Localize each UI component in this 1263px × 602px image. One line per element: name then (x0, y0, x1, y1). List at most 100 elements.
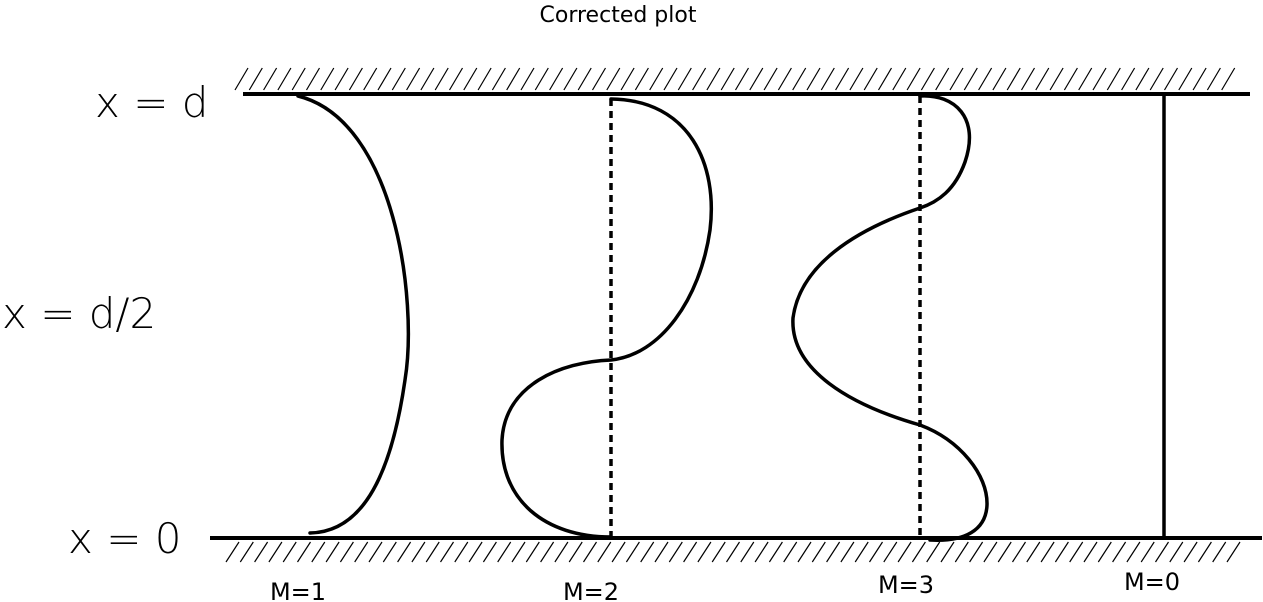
hatch-stroke (368, 541, 383, 563)
hatch-stroke (906, 67, 921, 91)
hatch-stroke (1054, 541, 1069, 563)
hatch-stroke (997, 541, 1012, 563)
top-wall-hatching (234, 67, 1236, 91)
hatch-stroke (463, 67, 478, 91)
hatch-stroke (254, 541, 269, 563)
hatch-stroke (978, 67, 993, 91)
hatch-stroke (563, 67, 578, 91)
hatch-stroke (854, 541, 869, 563)
hatch-stroke (711, 541, 726, 563)
hatch-stroke (892, 67, 907, 91)
hatch-stroke (325, 541, 340, 563)
hatch-stroke (1221, 67, 1236, 91)
hatch-stroke (792, 67, 807, 91)
hatch-stroke (1026, 541, 1041, 563)
hatch-stroke (549, 67, 564, 91)
hatch-stroke (263, 67, 278, 91)
mode-2-label: M=2 (563, 578, 619, 602)
hatch-stroke (520, 67, 535, 91)
hatch-stroke (1083, 541, 1098, 563)
hatch-stroke (663, 67, 678, 91)
hatch-stroke (291, 67, 306, 91)
hatch-stroke (897, 541, 912, 563)
hatch-stroke (835, 67, 850, 91)
hatch-stroke (820, 67, 835, 91)
hatch-stroke (606, 67, 621, 91)
label-mid-plane: x = d/2 (2, 289, 156, 338)
hatch-stroke (334, 67, 349, 91)
hatch-stroke (506, 67, 521, 91)
hatch-stroke (1069, 541, 1084, 563)
hatch-stroke (797, 541, 812, 563)
hatch-stroke (1040, 541, 1055, 563)
hatch-stroke (225, 541, 240, 563)
hatch-stroke (983, 541, 998, 563)
hatch-stroke (591, 67, 607, 91)
hatch-stroke (1183, 541, 1198, 563)
hatch-stroke (1192, 67, 1207, 91)
hatch-stroke (1006, 67, 1021, 91)
hatch-stroke (826, 541, 841, 563)
hatch-stroke (926, 541, 941, 563)
hatch-stroke (305, 67, 321, 91)
bottom-wall-hatching (225, 541, 1241, 563)
hatch-stroke (239, 541, 254, 563)
hatch-stroke (491, 67, 506, 91)
label-bottom-boundary: x = 0 (68, 514, 181, 563)
hatch-stroke (883, 541, 898, 563)
hatch-stroke (525, 541, 540, 563)
hatch-stroke (1011, 541, 1027, 563)
hatch-stroke (391, 67, 406, 91)
hatch-stroke (1149, 67, 1164, 91)
diagram-title: Corrected plot (540, 3, 697, 28)
hatch-stroke (497, 541, 512, 563)
hatch-stroke (1112, 541, 1127, 563)
hatch-stroke (482, 541, 497, 563)
hatch-stroke (577, 67, 592, 91)
hatch-stroke (1140, 541, 1155, 563)
hatch-stroke (720, 67, 735, 91)
hatch-stroke (640, 541, 655, 563)
hatch-stroke (448, 67, 464, 91)
hatch-stroke (296, 541, 312, 563)
mode-3-label: M=3 (878, 571, 934, 599)
hatch-stroke (1078, 67, 1093, 91)
hatch-stroke (411, 541, 426, 563)
mode-3-curve (791, 94, 989, 542)
hatch-stroke (540, 541, 555, 563)
hatch-stroke (1212, 541, 1227, 563)
hatch-stroke (920, 67, 935, 91)
hatch-stroke (363, 67, 378, 91)
hatch-stroke (397, 541, 412, 563)
hatch-stroke (725, 541, 741, 563)
mode-0-label: M=0 (1124, 568, 1180, 596)
hatch-stroke (320, 67, 335, 91)
hatch-stroke (1154, 541, 1170, 563)
hatch-stroke (969, 541, 984, 563)
hatch-stroke (634, 67, 649, 91)
hatch-stroke (511, 541, 526, 563)
hatch-stroke (697, 541, 712, 563)
hatch-stroke (348, 67, 363, 91)
hatch-stroke (935, 67, 950, 91)
hatch-stroke (339, 541, 354, 563)
hatch-stroke (763, 67, 778, 91)
hatch-stroke (425, 541, 440, 563)
hatch-stroke (777, 67, 792, 91)
hatch-stroke (940, 541, 955, 563)
hatch-stroke (1092, 67, 1107, 91)
hatch-stroke (849, 67, 864, 91)
hatch-stroke (949, 67, 964, 91)
hatch-stroke (434, 67, 449, 91)
hatch-stroke (534, 67, 549, 91)
hatch-stroke (1197, 541, 1212, 563)
hatch-stroke (468, 541, 483, 563)
hatch-stroke (992, 67, 1007, 91)
hatch-stroke (649, 67, 664, 91)
hatch-stroke (377, 67, 392, 91)
hatch-stroke (248, 67, 263, 91)
hatch-stroke (734, 67, 750, 91)
hatch-stroke (706, 67, 721, 91)
hatch-stroke (811, 541, 826, 563)
hatch-stroke (877, 67, 893, 91)
